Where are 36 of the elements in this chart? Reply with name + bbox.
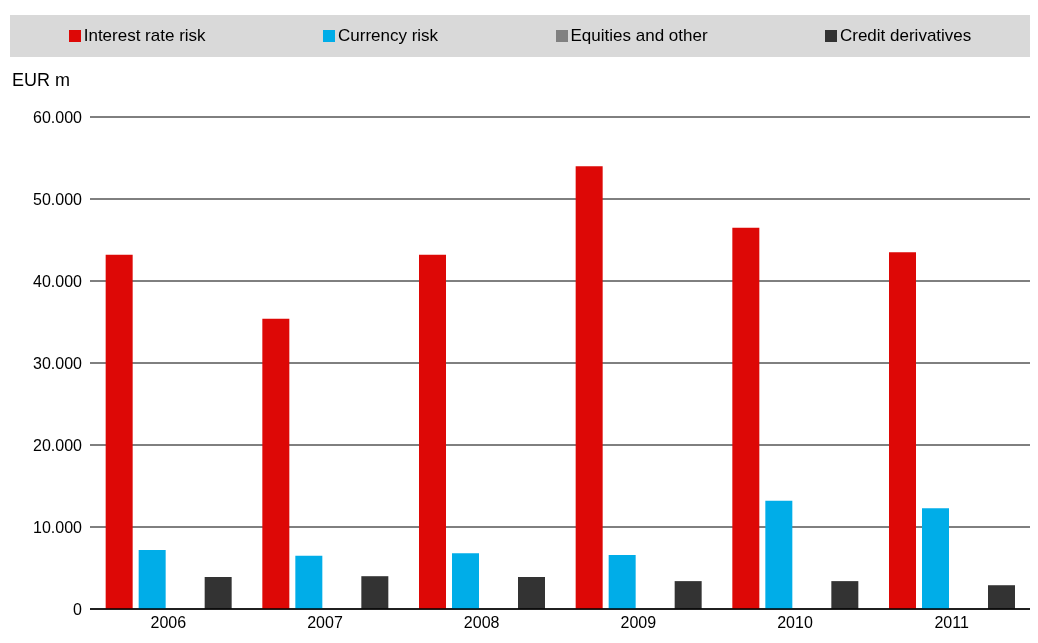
bar xyxy=(518,577,545,609)
x-tick-label: 2008 xyxy=(463,614,500,632)
x-tick-label: 2007 xyxy=(307,614,343,632)
bar xyxy=(831,581,859,609)
y-tick-label: 30.000 xyxy=(33,354,83,372)
bar xyxy=(922,508,949,609)
y-tick-label: 20.000 xyxy=(33,436,83,454)
bar xyxy=(674,581,702,609)
y-tick-label: 50.000 xyxy=(33,190,83,208)
bar xyxy=(732,227,760,609)
y-tick-label: 0 xyxy=(73,600,83,618)
y-tick-label: 60.000 xyxy=(33,108,83,126)
bar xyxy=(889,252,916,609)
bar xyxy=(608,554,636,609)
bar xyxy=(262,318,290,609)
legend-label: Interest rate risk xyxy=(82,26,206,46)
x-tick-label: 2006 xyxy=(150,614,187,632)
x-tick-label: 2011 xyxy=(934,614,969,632)
bar xyxy=(138,549,166,609)
bar xyxy=(575,166,603,609)
bar xyxy=(105,254,133,609)
x-tick-label: 2010 xyxy=(777,614,813,632)
y-axis-title: EUR m xyxy=(12,70,70,91)
bar xyxy=(765,500,793,609)
bar xyxy=(361,576,389,609)
bar xyxy=(295,555,323,609)
y-tick-label: 10.000 xyxy=(33,518,83,536)
bar xyxy=(204,577,232,609)
legend-label: Credit derivatives xyxy=(838,26,972,46)
x-tick-label: 2009 xyxy=(620,614,657,632)
legend-label: Currency risk xyxy=(337,26,439,46)
bar xyxy=(988,585,1015,609)
y-tick-label: 40.000 xyxy=(33,272,83,290)
bar xyxy=(419,254,446,609)
legend-label: Equities and other xyxy=(569,26,708,46)
bar xyxy=(452,553,479,609)
